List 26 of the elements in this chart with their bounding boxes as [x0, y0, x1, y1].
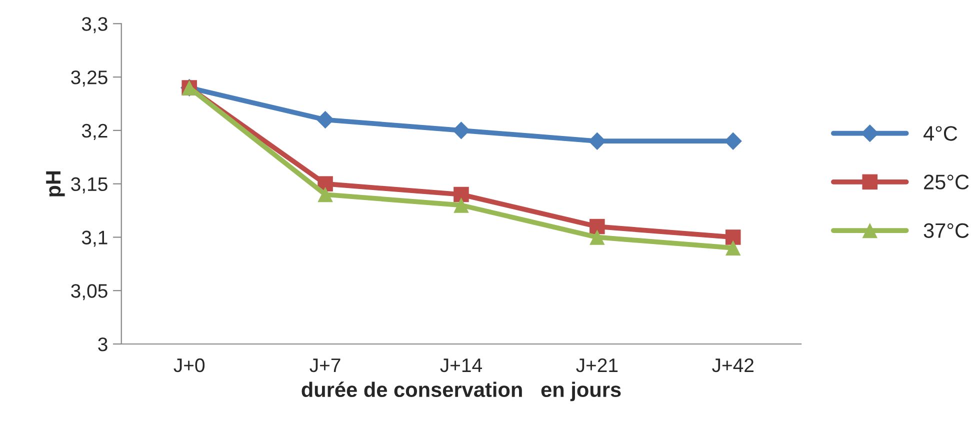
y-tick-label: 3,15 [71, 177, 108, 194]
point [725, 230, 741, 245]
point [454, 186, 469, 202]
y-tick-label: 3 [98, 337, 108, 352]
legend-label: 37°C [924, 223, 969, 238]
x-tick-label: J+7 [310, 358, 340, 372]
point [452, 122, 470, 140]
point [590, 230, 605, 245]
y-tick-label: 3,25 [71, 70, 108, 87]
point [318, 186, 333, 202]
y-axis-title: pH [46, 171, 65, 196]
y-tick-label: 3,2 [82, 124, 108, 140]
x-axis-title: durée de conservation en jours [302, 382, 621, 402]
legend-label: 25°C [924, 174, 969, 190]
point [316, 110, 334, 129]
point [590, 218, 605, 234]
x-tick-label: J+14 [440, 358, 482, 372]
legend-label: 4°C [923, 126, 958, 141]
point [454, 198, 469, 213]
x-tick-label: J+21 [576, 358, 618, 372]
y-tick-label: 3,05 [71, 284, 108, 300]
x-tick-label: J+42 [712, 358, 754, 372]
y-tick-label: 3,3 [82, 17, 108, 34]
point [725, 240, 741, 256]
y-tick-label: 3,1 [82, 230, 108, 247]
x-tick-label: J+0 [174, 358, 205, 372]
